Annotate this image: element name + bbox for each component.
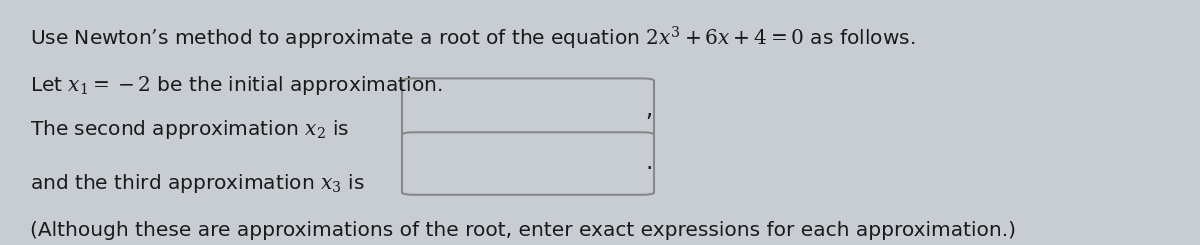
Text: The second approximation $x_2$ is: The second approximation $x_2$ is <box>30 118 349 141</box>
Text: and the third approximation $x_3$ is: and the third approximation $x_3$ is <box>30 172 365 195</box>
Text: .: . <box>646 151 653 174</box>
FancyBboxPatch shape <box>402 78 654 141</box>
FancyBboxPatch shape <box>402 132 654 195</box>
Text: ,: , <box>646 98 653 121</box>
Text: (Although these are approximations of the root, enter exact expressions for each: (Although these are approximations of th… <box>30 220 1016 240</box>
Text: Let $x_1 = -2$ be the initial approximation.: Let $x_1 = -2$ be the initial approximat… <box>30 74 443 97</box>
Text: Use Newton’s method to approximate a root of the equation $2x^3 + 6x + 4 = 0$ as: Use Newton’s method to approximate a roo… <box>30 24 916 52</box>
